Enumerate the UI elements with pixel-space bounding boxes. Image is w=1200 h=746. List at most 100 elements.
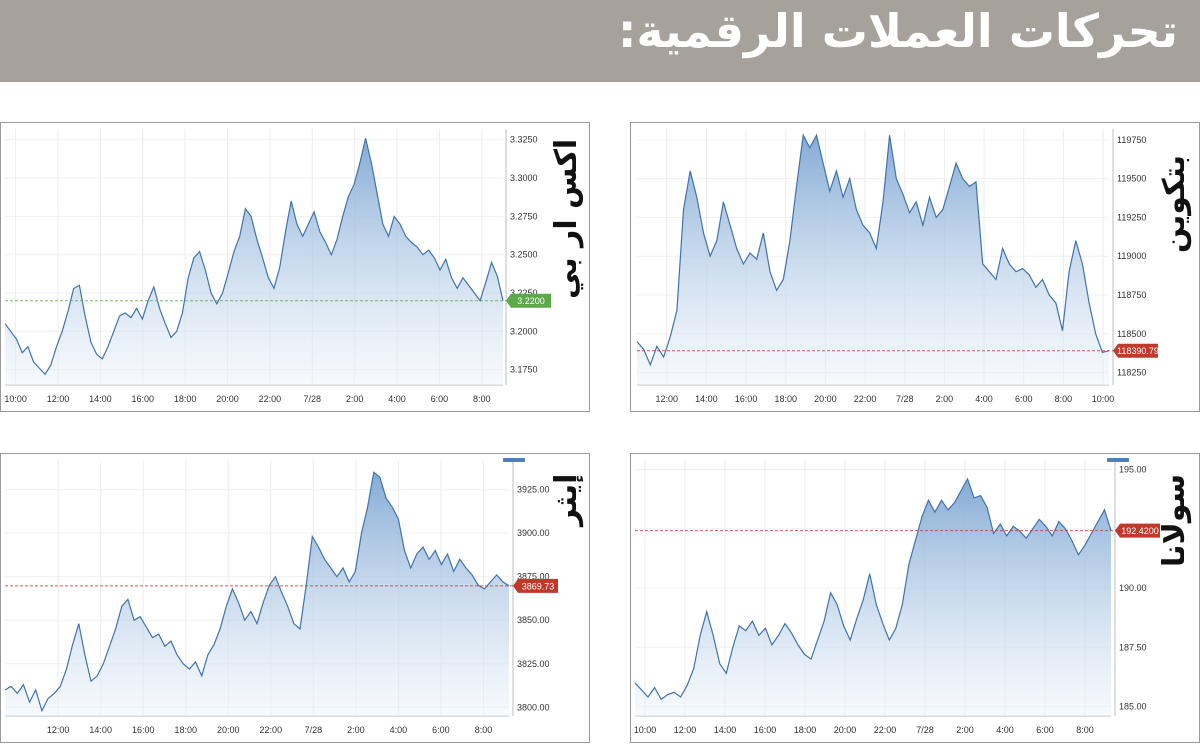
x-tick-label: 18:00 — [774, 394, 797, 404]
series-area — [5, 138, 503, 385]
y-tick-label: 3.2000 — [510, 326, 538, 336]
chart-panel-xrp: 10:00 12:00 14:00 16:00 18:00 20:00 22:00 7/28 2… — [0, 122, 590, 412]
series-area — [637, 135, 1109, 385]
coin-label-sol: سولانا — [1157, 473, 1192, 567]
y-tick-label: 185.00 — [1119, 702, 1147, 712]
y-tick-label: 3800.00 — [517, 702, 550, 712]
x-tick-label: 14:00 — [714, 725, 737, 735]
x-tick-label: 20:00 — [217, 725, 240, 735]
y-tick-label: 195.00 — [1119, 464, 1147, 474]
x-tick-label: 16:00 — [132, 725, 155, 735]
coin-label-xrp: اكس ار بي — [549, 138, 584, 300]
y-tick-label: 119750 — [1117, 135, 1146, 145]
x-tick-label: 4:00 — [996, 725, 1014, 735]
x-tick-label: 6:00 — [1015, 394, 1033, 404]
y-tick-label: 118250 — [1117, 368, 1146, 378]
series-area — [5, 472, 509, 716]
y-tick-label: 3.2750 — [510, 211, 538, 221]
last-price-tag: 118390.79 — [1113, 343, 1159, 358]
last-price-tag: 3869.73 — [513, 578, 558, 593]
y-tick-label: 3.3250 — [510, 135, 538, 145]
chart-panel-btc: 12:00 14:00 16:00 18:00 20:00 22:00 7/28 2:00 4:… — [630, 122, 1200, 412]
y-tick-label: 119000 — [1117, 251, 1146, 261]
x-tick-label: 6:00 — [1036, 725, 1054, 735]
chart-panel-sol: 10:00 12:00 14:00 16:00 18:00 20:00 22:00 7/28 2… — [630, 453, 1200, 743]
y-tick-label: 3850.00 — [517, 615, 550, 625]
x-tick-label: 12:00 — [47, 394, 70, 404]
last-price-label: 3869.73 — [522, 581, 555, 591]
y-tick-label: 3825.00 — [517, 659, 550, 669]
series-area — [635, 479, 1111, 716]
x-tick-label: 14:00 — [89, 394, 112, 404]
x-tick-label: 7/28 — [896, 394, 914, 404]
x-tick-label: 18:00 — [174, 725, 197, 735]
x-tick-label: 22:00 — [854, 394, 877, 404]
x-tick-label: 18:00 — [174, 394, 197, 404]
y-tick-label: 3.2250 — [510, 288, 538, 298]
x-tick-label: 12:00 — [655, 394, 678, 404]
x-tick-label: 10:00 — [634, 725, 657, 735]
y-tick-label: 119250 — [1117, 212, 1146, 222]
chart-svg-eth: 12:00 14:00 16:00 18:00 20:00 22:00 7/28 2:00 4:… — [4, 460, 558, 735]
x-tick-label: 2:00 — [347, 725, 365, 735]
x-tick-label: 7/28 — [305, 725, 323, 735]
x-tick-label: 2:00 — [936, 394, 954, 404]
x-tick-label: 4:00 — [390, 725, 408, 735]
x-tick-label: 20:00 — [834, 725, 857, 735]
y-tick-label: 3.2500 — [510, 250, 538, 260]
x-tick-label: 20:00 — [814, 394, 837, 404]
y-tick-label: 119500 — [1117, 174, 1146, 184]
x-tick-label: 7/28 — [916, 725, 934, 735]
x-tick-label: 2:00 — [346, 394, 364, 404]
coin-label-eth: إيثر — [549, 473, 584, 527]
x-tick-label: 10:00 — [4, 394, 27, 404]
series-line — [636, 133, 1110, 367]
x-tick-label: 16:00 — [754, 725, 777, 735]
x-tick-label: 8:00 — [475, 725, 493, 735]
y-tick-label: 3.3000 — [510, 173, 538, 183]
last-price-tag: 192.4200 — [1115, 523, 1160, 538]
chart-menu-bar-sol[interactable] — [1107, 458, 1129, 462]
series-line — [4, 471, 510, 713]
last-price-label: 192.4200 — [1121, 526, 1159, 536]
last-price-label: 118390.79 — [1117, 346, 1159, 356]
x-tick-label: 8:00 — [473, 394, 491, 404]
x-tick-label: 8:00 — [1076, 725, 1094, 735]
last-price-label: 3.2200 — [517, 296, 545, 306]
y-tick-label: 3900.00 — [517, 528, 550, 538]
y-tick-label: 187.50 — [1119, 642, 1147, 652]
x-tick-label: 12:00 — [47, 725, 70, 735]
y-tick-label: 3.1750 — [510, 365, 538, 375]
x-tick-label: 2:00 — [956, 725, 974, 735]
title-banner: تحركات العملات الرقمية: — [0, 0, 1200, 82]
y-tick-label: 190.00 — [1119, 583, 1147, 593]
x-tick-label: 4:00 — [388, 394, 406, 404]
chart-svg-sol: 10:00 12:00 14:00 16:00 18:00 20:00 22:00 7/28 2… — [634, 460, 1160, 735]
y-tick-label: 118750 — [1117, 290, 1146, 300]
series-line — [4, 138, 504, 376]
y-tick-label: 3925.00 — [517, 485, 550, 495]
x-tick-label: 10:00 — [1092, 394, 1115, 404]
x-tick-label: 6:00 — [431, 394, 449, 404]
page-title: تحركات العملات الرقمية: — [618, 4, 1178, 58]
x-tick-label: 22:00 — [874, 725, 897, 735]
x-tick-label: 4:00 — [975, 394, 993, 404]
x-tick-label: 22:00 — [260, 725, 283, 735]
x-tick-label: 20:00 — [216, 394, 239, 404]
x-tick-label: 16:00 — [131, 394, 154, 404]
chart-svg-btc: 12:00 14:00 16:00 18:00 20:00 22:00 7/28 2:00 4:… — [636, 129, 1159, 404]
chart-menu-bar-eth[interactable] — [503, 458, 525, 462]
x-tick-label: 22:00 — [259, 394, 282, 404]
x-tick-label: 14:00 — [89, 725, 112, 735]
x-tick-label: 14:00 — [695, 394, 718, 404]
chart-svg-xrp: 10:00 12:00 14:00 16:00 18:00 20:00 22:00 7/28 2… — [4, 129, 551, 404]
coin-label-btc: بتكوين — [1157, 154, 1192, 254]
chart-panel-eth: 12:00 14:00 16:00 18:00 20:00 22:00 7/28 2:00 4:… — [0, 453, 590, 743]
x-tick-label: 6:00 — [432, 725, 450, 735]
x-tick-label: 8:00 — [1055, 394, 1073, 404]
last-price-tag: 3.2200 — [506, 293, 551, 308]
x-tick-label: 12:00 — [674, 725, 697, 735]
y-tick-label: 118500 — [1117, 329, 1146, 339]
x-tick-label: 18:00 — [794, 725, 817, 735]
x-tick-label: 16:00 — [735, 394, 758, 404]
